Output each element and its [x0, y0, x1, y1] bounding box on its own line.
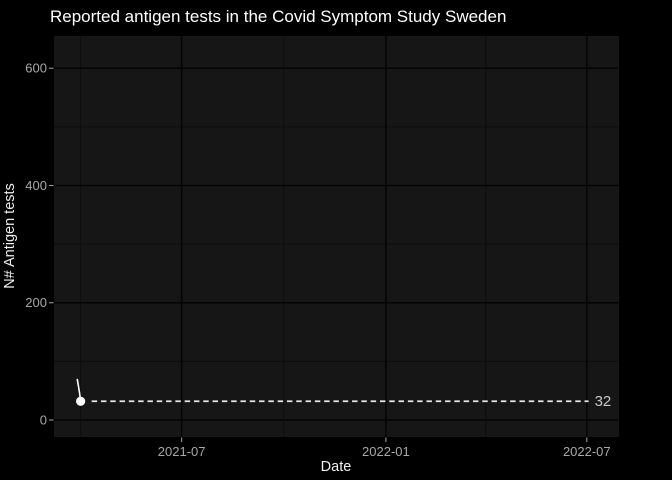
x-axis-title: Date — [321, 459, 352, 475]
chart-title: Reported antigen tests in the Covid Symp… — [50, 7, 506, 26]
x-tick-label: 2022-07 — [563, 444, 611, 459]
x-tick-label: 2021-07 — [158, 444, 206, 459]
reference-value-label: 32 — [595, 393, 612, 410]
y-tick-label: 400 — [25, 178, 47, 193]
y-tick-label: 600 — [25, 61, 47, 76]
y-axis-title: N# Antigen tests — [2, 183, 18, 289]
x-tick-label: 2022-01 — [362, 444, 410, 459]
y-tick-label: 0 — [40, 412, 47, 427]
plot-layers: 2021-07 2022-01 2022-07 0 200 400 600 32 — [25, 36, 619, 459]
last-point-marker — [76, 396, 86, 406]
plot-panel — [54, 36, 619, 437]
y-tick-label: 200 — [25, 295, 47, 310]
